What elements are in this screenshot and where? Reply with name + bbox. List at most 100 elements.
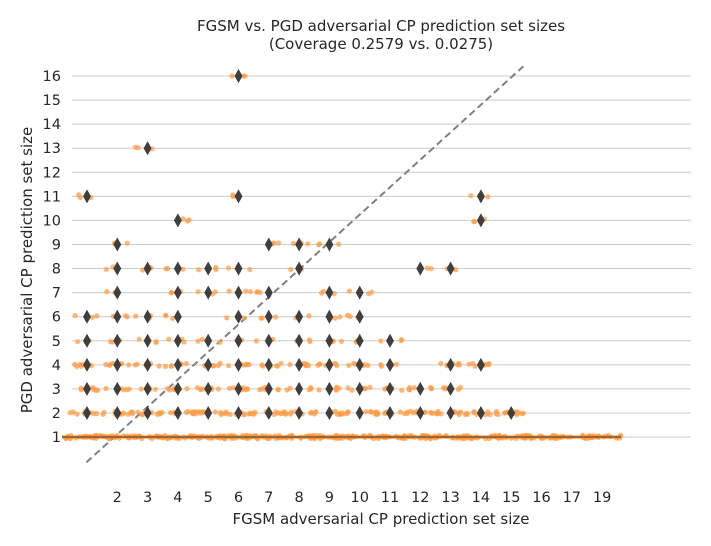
outlier-x11-y3 <box>386 381 394 396</box>
strip-point-x4-y3 <box>165 386 171 392</box>
strip-point-x2-y2 <box>100 411 106 417</box>
outlier-x7-y6 <box>264 309 273 324</box>
strip-point-x8-y2 <box>288 411 294 417</box>
strip-point-x12-y3 <box>411 385 417 391</box>
strip-point-x7-y4 <box>273 363 280 369</box>
strip-point-x5-y7 <box>195 289 201 295</box>
outlier-x3-y4 <box>143 357 152 372</box>
x-tick-label-8: 8 <box>294 490 303 506</box>
outlier-x2-y4 <box>113 357 122 372</box>
strip-point-x5-y2 <box>199 410 205 416</box>
strip-point-x6-y6 <box>224 315 230 321</box>
strip-point-x13-y2 <box>435 410 441 416</box>
strip-point-x12-y8 <box>424 265 430 271</box>
outlier-x13-y8 <box>446 261 455 276</box>
strip-point-x6-y8 <box>247 266 253 272</box>
strip-point-x11-y4 <box>393 361 400 367</box>
x-tick-label-4: 4 <box>173 490 182 506</box>
strip-point-x1-y2 <box>67 410 73 416</box>
strip-point-x14-y11 <box>485 194 491 200</box>
outlier-x8-y3 <box>295 381 304 396</box>
strip-point-x15-y2 <box>495 411 501 418</box>
outlier-x6-y7 <box>234 285 243 300</box>
strip-point-x4-y7 <box>169 289 175 296</box>
outlier-x14-y2 <box>476 405 485 420</box>
outlier-x4-y8 <box>173 261 182 276</box>
y-tick-label-2: 2 <box>52 406 61 422</box>
strip-point-x9-y9 <box>336 241 342 247</box>
outlier-x2-y7 <box>113 285 122 300</box>
strip-point-x10-y2 <box>338 411 344 417</box>
outlier-x9-y6 <box>325 309 334 324</box>
y-tick-label-1: 1 <box>52 430 61 446</box>
strip-point-x6-y4 <box>244 362 250 368</box>
strip-point-x14-y2 <box>464 411 470 417</box>
y-tick-label-4: 4 <box>52 358 61 374</box>
outlier-x9-y2 <box>325 405 334 420</box>
x-tick-label-15: 15 <box>502 490 520 506</box>
strip-point-x8-y4 <box>287 361 293 368</box>
outlier-x5-y7 <box>204 285 213 300</box>
outlier-x2-y2 <box>113 405 122 420</box>
strip-point-x3-y2 <box>128 409 134 416</box>
strip-point-x10-y3 <box>362 385 368 391</box>
strip-point-x9-y6 <box>332 315 338 321</box>
strip-point-x1-y2 <box>74 411 80 417</box>
outlier-x6-y3 <box>234 381 243 396</box>
outlier-x2-y6 <box>113 309 122 324</box>
outlier-x8-y2 <box>295 405 304 420</box>
strip-point-x7-y6 <box>259 315 265 321</box>
outlier-x11-y2 <box>386 405 394 420</box>
outlier-x1-y6 <box>83 309 91 324</box>
strip-point-x4-y5 <box>166 336 172 342</box>
strip-point-x2-y8 <box>103 266 109 272</box>
outlier-x5-y3 <box>204 381 213 396</box>
outlier-x1-y3 <box>83 381 91 396</box>
strip-point-x14-y4 <box>466 361 472 367</box>
strip-point-x1-y4 <box>74 363 80 369</box>
strip-point-x7-y4 <box>278 360 284 366</box>
outlier-x9-y7 <box>325 285 334 300</box>
outlier-x14-y10 <box>476 213 485 228</box>
strip-point-x2-y9 <box>124 240 130 246</box>
strip-point-x6-y8 <box>225 265 231 271</box>
outlier-x7-y5 <box>264 333 273 348</box>
outlier-x1-y5 <box>83 333 91 348</box>
strip-point-x8-y6 <box>306 313 312 319</box>
outlier-x8-y5 <box>295 333 304 348</box>
strip-point-x9-y7 <box>320 288 326 294</box>
outlier-x6-y16 <box>234 68 243 84</box>
strip-point-x11-y3 <box>399 387 405 393</box>
grid-lines <box>72 75 691 438</box>
strip-point-x2-y7 <box>104 289 110 295</box>
x-tick-label-16: 16 <box>532 490 550 506</box>
outlier-x4-y4 <box>173 357 182 372</box>
strip-point-x4-y2 <box>167 410 174 416</box>
strip-point-x6-y16 <box>229 73 235 79</box>
strip-point-x10-y2 <box>367 409 373 415</box>
strip-point-x3-y5 <box>136 336 142 342</box>
strip-point-x6-y4 <box>225 363 232 369</box>
strip-point-x3-y4 <box>156 363 162 369</box>
y-tick-label-9: 9 <box>52 237 61 253</box>
strip-point-x5-y2 <box>212 409 218 415</box>
strip-point-x2-y4 <box>126 362 132 368</box>
strip-point-x1-y3 <box>95 387 101 393</box>
outlier-x8-y8 <box>295 261 304 276</box>
outlier-x4-y5 <box>173 333 182 348</box>
outlier-x2-y5 <box>113 333 122 348</box>
strip-point-x5-y5 <box>199 336 205 342</box>
outlier-x9-y9 <box>325 237 334 252</box>
strip-point-x9-y4 <box>317 361 323 367</box>
outlier-x3-y8 <box>143 261 152 276</box>
strip-point-x6-y7 <box>243 288 249 294</box>
strip-point-x7-y5 <box>253 338 259 344</box>
strip-point-x8-y8 <box>288 267 294 273</box>
y-tick-label-7: 7 <box>52 286 61 302</box>
strip-point-x2-y6 <box>124 314 130 320</box>
y-tick-label-15: 15 <box>43 93 61 109</box>
strip-point-x1-y6 <box>89 314 95 320</box>
strip-point-x1-y6 <box>94 313 100 319</box>
strip-point-x11-y2 <box>373 410 379 416</box>
strip-point-x4-y4 <box>162 363 169 369</box>
